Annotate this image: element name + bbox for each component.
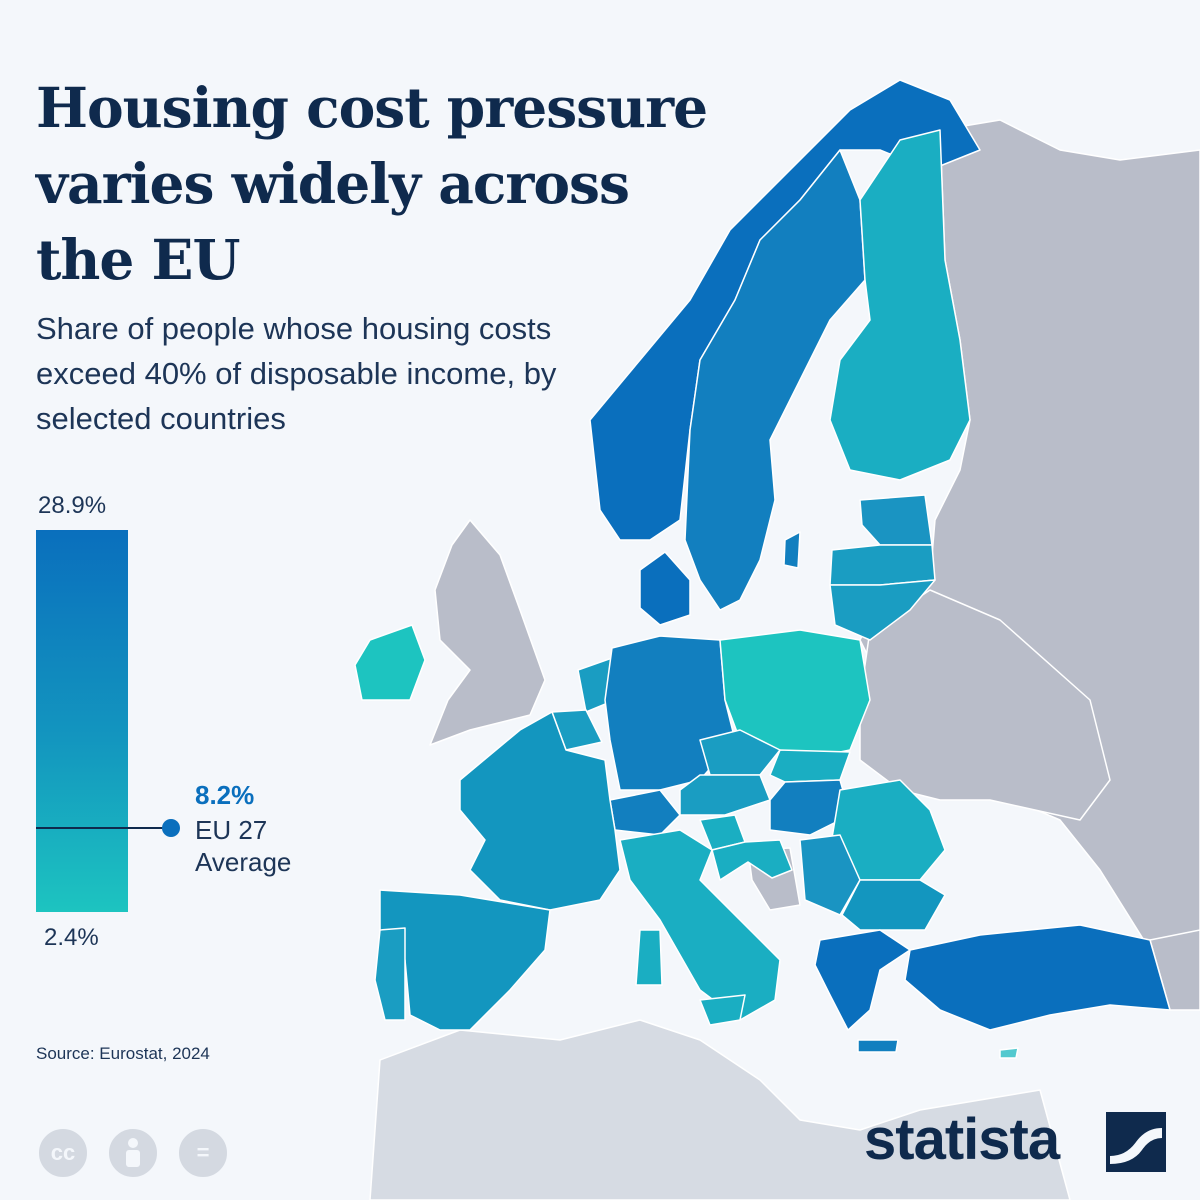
page-title: Housing cost pressure varies widely acro… (36, 75, 708, 292)
ireland (354, 624, 426, 701)
statista-logo-icon (1106, 1112, 1166, 1172)
poland (719, 629, 871, 761)
switzerland (609, 789, 681, 836)
austria (679, 774, 771, 816)
no-derivatives-label: = (196, 1140, 210, 1165)
creative-commons-icon[interactable]: cc (36, 1126, 90, 1180)
portugal (374, 927, 406, 1021)
denmark (639, 551, 691, 626)
sicily (699, 994, 746, 1026)
belarus-ukraine-region (859, 589, 1111, 821)
page-subtitle: Share of people whose housing costs exce… (36, 311, 557, 436)
creative-commons-label: cc (50, 1140, 76, 1165)
legend-min-label: 2.4% (44, 924, 99, 951)
person-icon (126, 1138, 140, 1167)
north-africa-region (369, 1019, 1071, 1200)
turkey (904, 924, 1171, 1031)
croatia (711, 839, 793, 881)
finland (829, 129, 971, 481)
crete (857, 1039, 899, 1053)
baltic-sea-island (783, 531, 801, 569)
uk-region (429, 519, 546, 746)
license-icons: cc = (36, 1126, 230, 1180)
legend-average-label: EU 27 Average (195, 815, 292, 878)
sardinia (635, 929, 663, 986)
greece (814, 929, 911, 1031)
legend-average-dot (162, 819, 180, 838)
serbia (799, 834, 861, 916)
czechia (699, 729, 781, 776)
no-derivatives-icon[interactable]: = (176, 1126, 230, 1180)
statista-logo-text[interactable]: statista (864, 1107, 1060, 1172)
france (459, 711, 621, 911)
attribution-icon[interactable] (106, 1126, 160, 1180)
bulgaria (841, 879, 946, 931)
legend-color-scale (36, 530, 128, 912)
lithuania (829, 579, 936, 641)
latvia (829, 544, 936, 586)
sweden (684, 149, 866, 611)
cyprus (999, 1047, 1019, 1059)
slovakia (769, 749, 851, 783)
estonia (859, 494, 933, 546)
legend-average-marker-line (36, 827, 170, 830)
legend-max-label: 28.9% (38, 492, 107, 519)
source-note: Source: Eurostat, 2024 (36, 1044, 210, 1063)
legend-average-value: 8.2% (195, 780, 255, 811)
italy (619, 829, 781, 1021)
